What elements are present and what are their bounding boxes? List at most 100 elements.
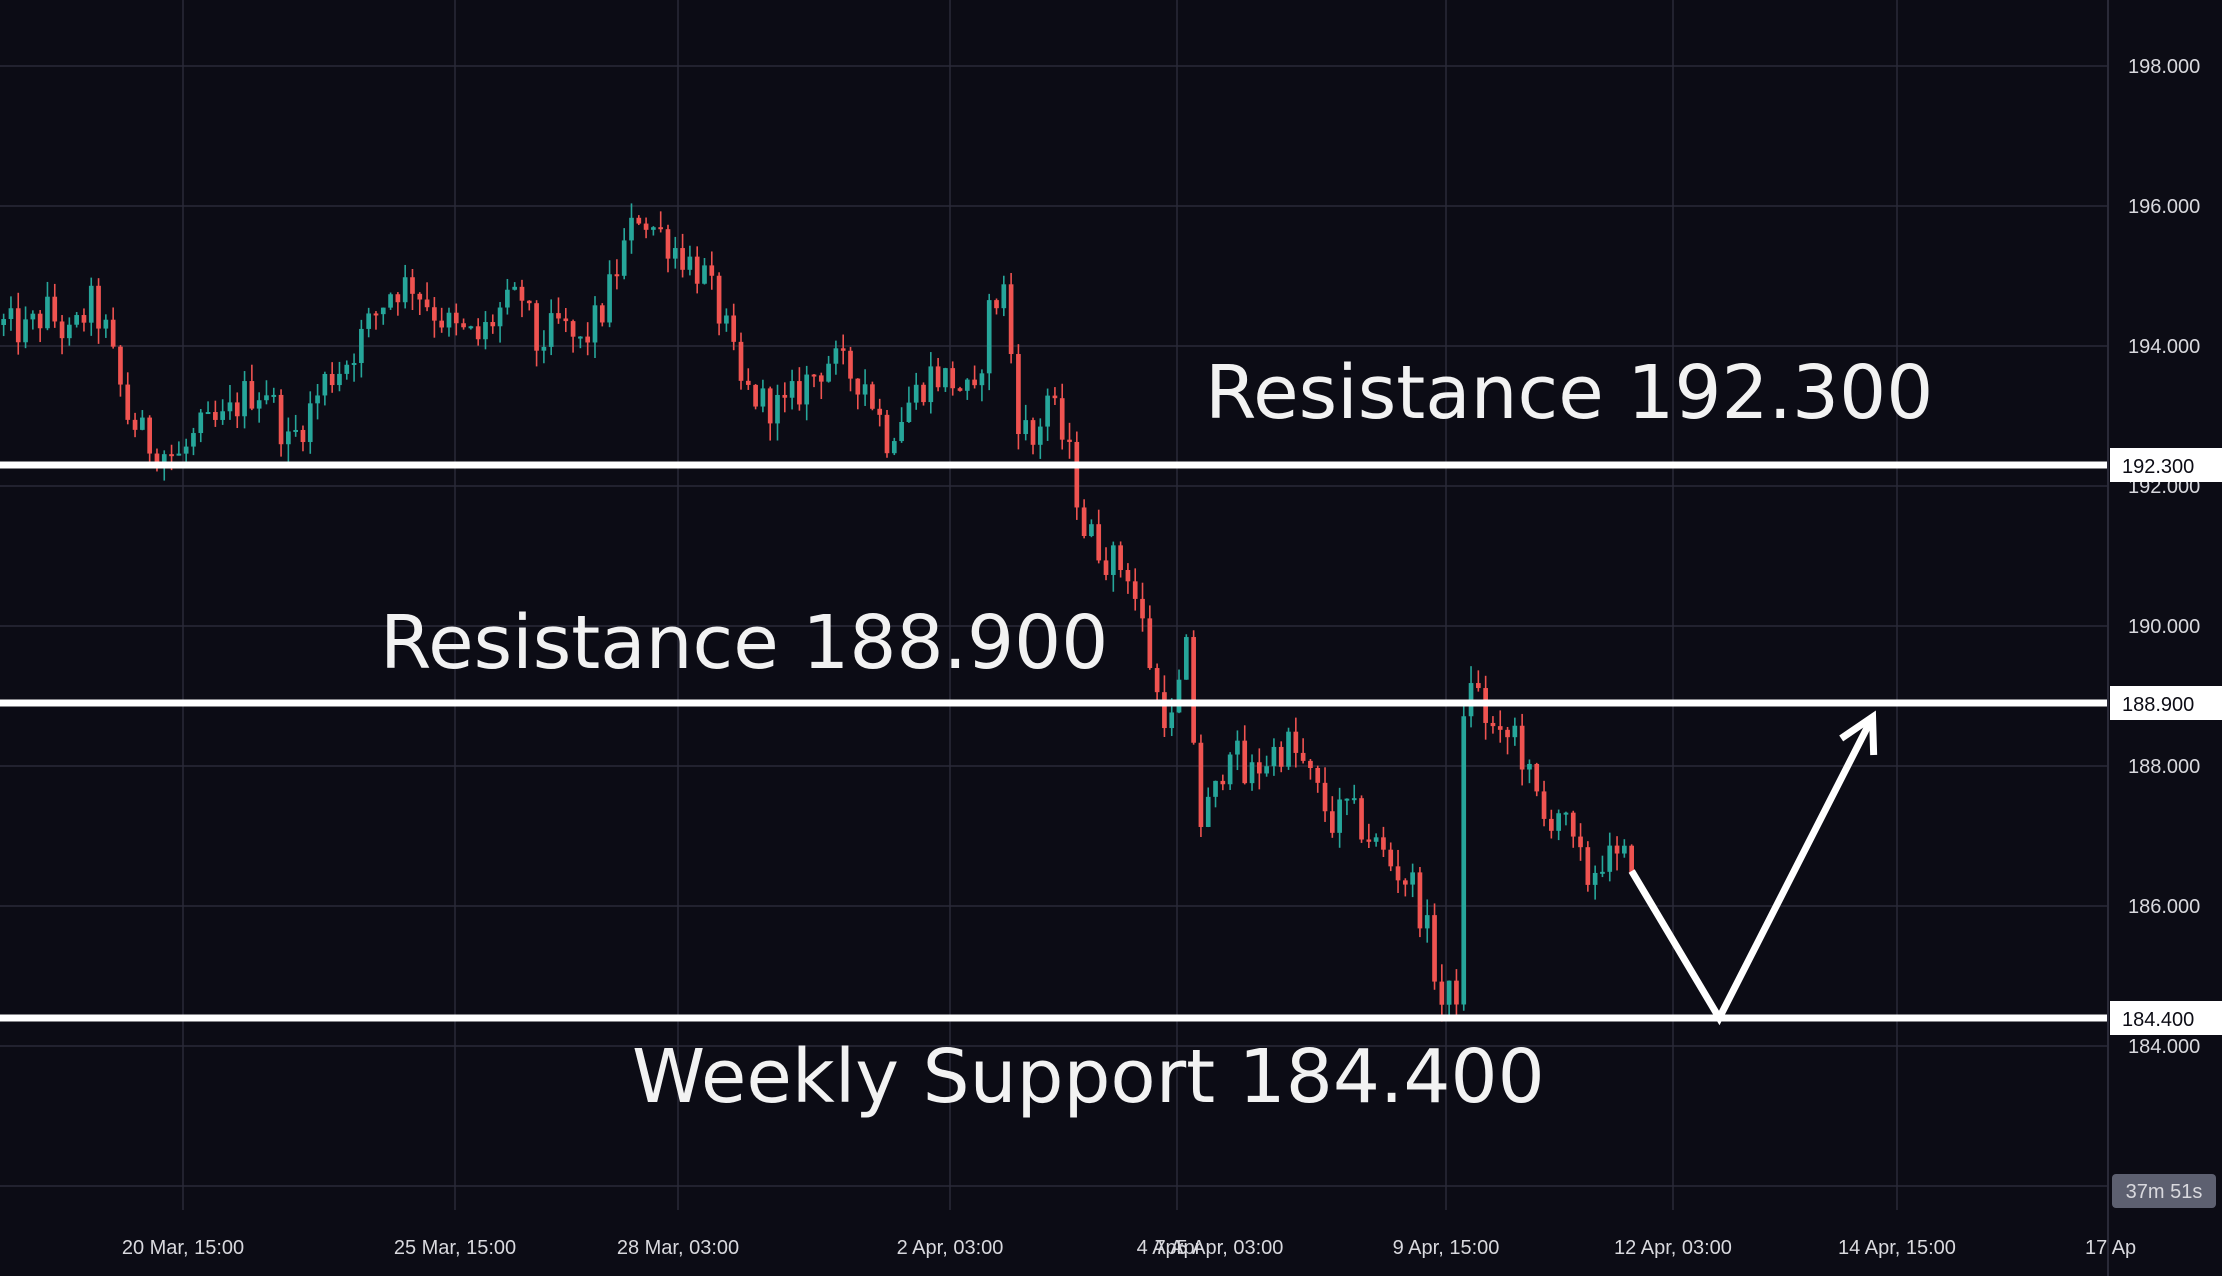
time-tick-label: 28 Mar, 03:00	[617, 1237, 739, 1259]
candle-body	[1388, 849, 1394, 867]
candle-body	[563, 318, 569, 322]
candle-body	[213, 412, 218, 420]
candle-body	[103, 319, 109, 329]
candle-body	[300, 429, 306, 443]
candle-body	[1198, 742, 1204, 827]
candle-body	[315, 395, 320, 404]
candle-body	[264, 395, 269, 401]
candle-body	[439, 320, 445, 328]
candle-body	[833, 348, 839, 364]
price-tick-label: 190.000	[2128, 616, 2200, 638]
candle-body	[753, 384, 758, 407]
candle-body	[81, 315, 87, 323]
candle-body	[1089, 524, 1094, 537]
candle-body	[37, 313, 43, 329]
candle-body	[1556, 813, 1561, 831]
candle-body	[1045, 395, 1050, 427]
countdown-text: 37m 51s	[2126, 1181, 2203, 1203]
candle-body	[1271, 746, 1277, 767]
candle-body	[804, 374, 810, 405]
time-axis[interactable]: 20 Mar, 15:00 25 Mar, 15:00 28 Mar, 03:00 2…	[122, 1237, 2136, 1259]
candle-body	[74, 315, 79, 325]
level-price-badge	[2110, 1001, 2222, 1035]
candle-body	[651, 227, 656, 230]
candle-body	[161, 454, 167, 467]
candle-body	[52, 296, 58, 322]
candle-body	[344, 364, 350, 374]
candle-body	[1497, 726, 1503, 730]
candle-body	[1264, 766, 1269, 774]
candle-body	[132, 419, 138, 430]
candle-body	[614, 274, 620, 277]
candle-body	[373, 313, 379, 316]
candle-body	[928, 366, 934, 403]
candle-body	[972, 379, 977, 386]
price-axis[interactable]: 198.000196.000194.000192.000190.000188.0…	[2128, 56, 2200, 1058]
candle-body	[96, 285, 101, 329]
candle-body	[629, 217, 634, 241]
price-tick-label: 196.000	[2128, 196, 2200, 218]
candle-body	[1607, 845, 1613, 872]
candle-body	[59, 321, 65, 339]
candle-body	[694, 256, 700, 284]
candle-body	[1191, 637, 1196, 743]
candle-body	[1439, 981, 1445, 1005]
candle-body	[665, 229, 671, 259]
candle-body	[1476, 683, 1481, 689]
candle-body	[738, 341, 744, 381]
candle-body	[599, 305, 605, 323]
candle-body	[1541, 791, 1547, 819]
resistance-192-label: Resistance 192.300	[1205, 350, 1933, 436]
candle-body	[964, 379, 970, 391]
candle-body	[621, 240, 627, 276]
candle-body	[1030, 420, 1036, 445]
candle-body	[1578, 836, 1583, 848]
candle-body	[242, 381, 247, 417]
candle-body	[380, 307, 386, 315]
candle-body	[979, 373, 985, 386]
candle-body	[490, 322, 496, 327]
resistance-188-label: Resistance 188.900	[380, 600, 1108, 686]
price-tick-label: 198.000	[2128, 56, 2200, 78]
candle-body	[592, 305, 598, 343]
time-tick-label: 4 Apr	[1137, 1237, 1184, 1259]
candle-body	[797, 381, 802, 405]
candle-body	[1585, 847, 1591, 885]
candle-body	[1205, 796, 1211, 827]
candle-body	[176, 453, 182, 456]
candle-body	[271, 394, 277, 397]
candle-body	[198, 412, 204, 434]
countdown-badge: 37m 51s	[2112, 1174, 2216, 1208]
candle-body	[505, 289, 510, 308]
candle-body	[1147, 618, 1153, 669]
candle-body	[935, 366, 941, 388]
candle-body	[789, 381, 795, 398]
candle-body	[1293, 731, 1299, 753]
time-tick-label: 5 Apr, 03:00	[1177, 1237, 1284, 1259]
candle-body	[1242, 740, 1248, 784]
candle-body	[1395, 866, 1401, 881]
candle-body	[1527, 763, 1532, 770]
candle-body	[1570, 812, 1576, 837]
candle-body	[913, 384, 919, 403]
time-tick-label: 2 Apr, 03:00	[897, 1237, 1004, 1259]
candle-body	[278, 394, 284, 445]
candle-body	[767, 388, 773, 424]
candle-body	[672, 248, 678, 259]
candle-body	[840, 348, 846, 351]
candle-body	[884, 414, 890, 454]
projection-arrowhead	[1839, 710, 1878, 756]
candle-body	[1351, 798, 1357, 801]
candle-body	[110, 319, 116, 347]
weekly-support-label: Weekly Support 184.400	[632, 1034, 1545, 1120]
candle-body	[293, 429, 299, 432]
candle-body	[986, 300, 992, 374]
candle-body	[1534, 763, 1540, 792]
candle-body	[1256, 762, 1262, 774]
candle-body	[461, 323, 466, 328]
candle-body	[943, 368, 948, 388]
countdown-badge-bg	[2112, 1174, 2216, 1208]
candle-body	[1424, 915, 1430, 929]
candle-body	[286, 431, 291, 445]
